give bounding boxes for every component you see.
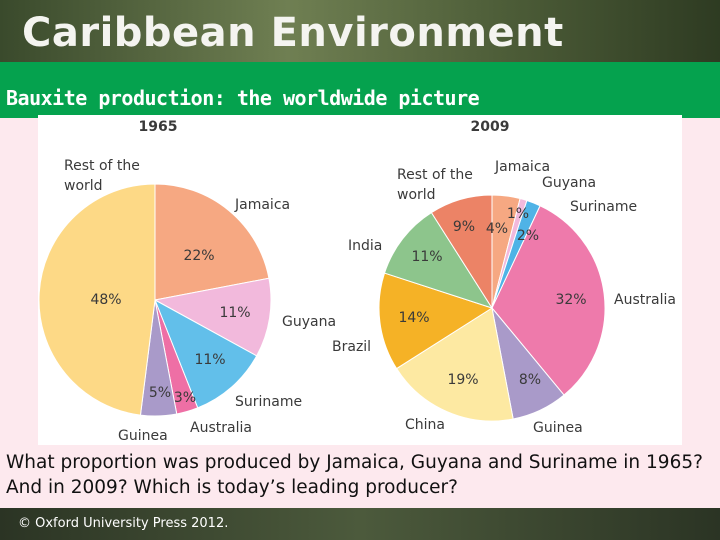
value-label: 14% — [398, 310, 429, 326]
slice-label: Guyana — [282, 314, 336, 330]
slice-label: Guinea — [118, 428, 168, 444]
value-label: 9% — [453, 219, 475, 235]
slice-label: Suriname — [570, 199, 637, 215]
value-label: 2% — [517, 228, 539, 244]
slice-label: Rest of the world — [397, 167, 473, 203]
chart-title: 1965 — [139, 119, 178, 135]
slice-label: Jamaica — [494, 159, 550, 175]
value-label: 11% — [411, 249, 442, 265]
slice-label: Suriname — [235, 394, 302, 410]
pie-slice — [154, 298, 258, 409]
slice-label: Brazil — [332, 339, 371, 355]
footer-bar: © Oxford University Press 2012. — [0, 508, 720, 540]
slice-label: China — [405, 417, 445, 433]
subtitle: Bauxite production: the worldwide pictur… — [6, 86, 480, 110]
pie-slice — [491, 205, 606, 396]
pie-slice — [383, 211, 494, 309]
value-label: 1% — [507, 206, 529, 222]
pie-slice — [395, 307, 514, 422]
value-label: 48% — [90, 292, 121, 308]
value-label: 22% — [183, 248, 214, 264]
pie-slice — [378, 272, 494, 370]
value-label: 11% — [219, 305, 250, 321]
value-label: 11% — [194, 352, 225, 368]
footer: © Oxford University Press 2012. — [18, 516, 229, 531]
pie-slice — [154, 183, 270, 301]
slice-label: Rest of the world — [64, 158, 140, 194]
value-label: 8% — [519, 372, 541, 388]
pie-slice — [38, 183, 156, 416]
slice-label: Guyana — [542, 175, 596, 191]
pie-slice — [153, 277, 272, 357]
subtitle-band: Bauxite production: the worldwide pictur… — [0, 62, 720, 118]
slice-label: Jamaica — [234, 197, 290, 213]
value-label: 3% — [174, 390, 196, 406]
value-label: 19% — [447, 372, 478, 388]
slice-label: India — [348, 238, 382, 254]
slice-label: Australia — [614, 292, 676, 308]
slice-label: Australia — [190, 420, 252, 436]
pie-slice — [430, 194, 493, 310]
slice-label: Guinea — [533, 420, 583, 436]
chart-title: 2009 — [471, 119, 510, 135]
value-label: 32% — [555, 292, 586, 308]
value-label: 5% — [149, 385, 171, 401]
banner: Caribbean Environment — [0, 0, 720, 62]
slide-title: Caribbean Environment — [22, 10, 564, 56]
value-label: 4% — [486, 221, 508, 237]
question: What proportion was produced by Jamaica,… — [6, 452, 703, 498]
